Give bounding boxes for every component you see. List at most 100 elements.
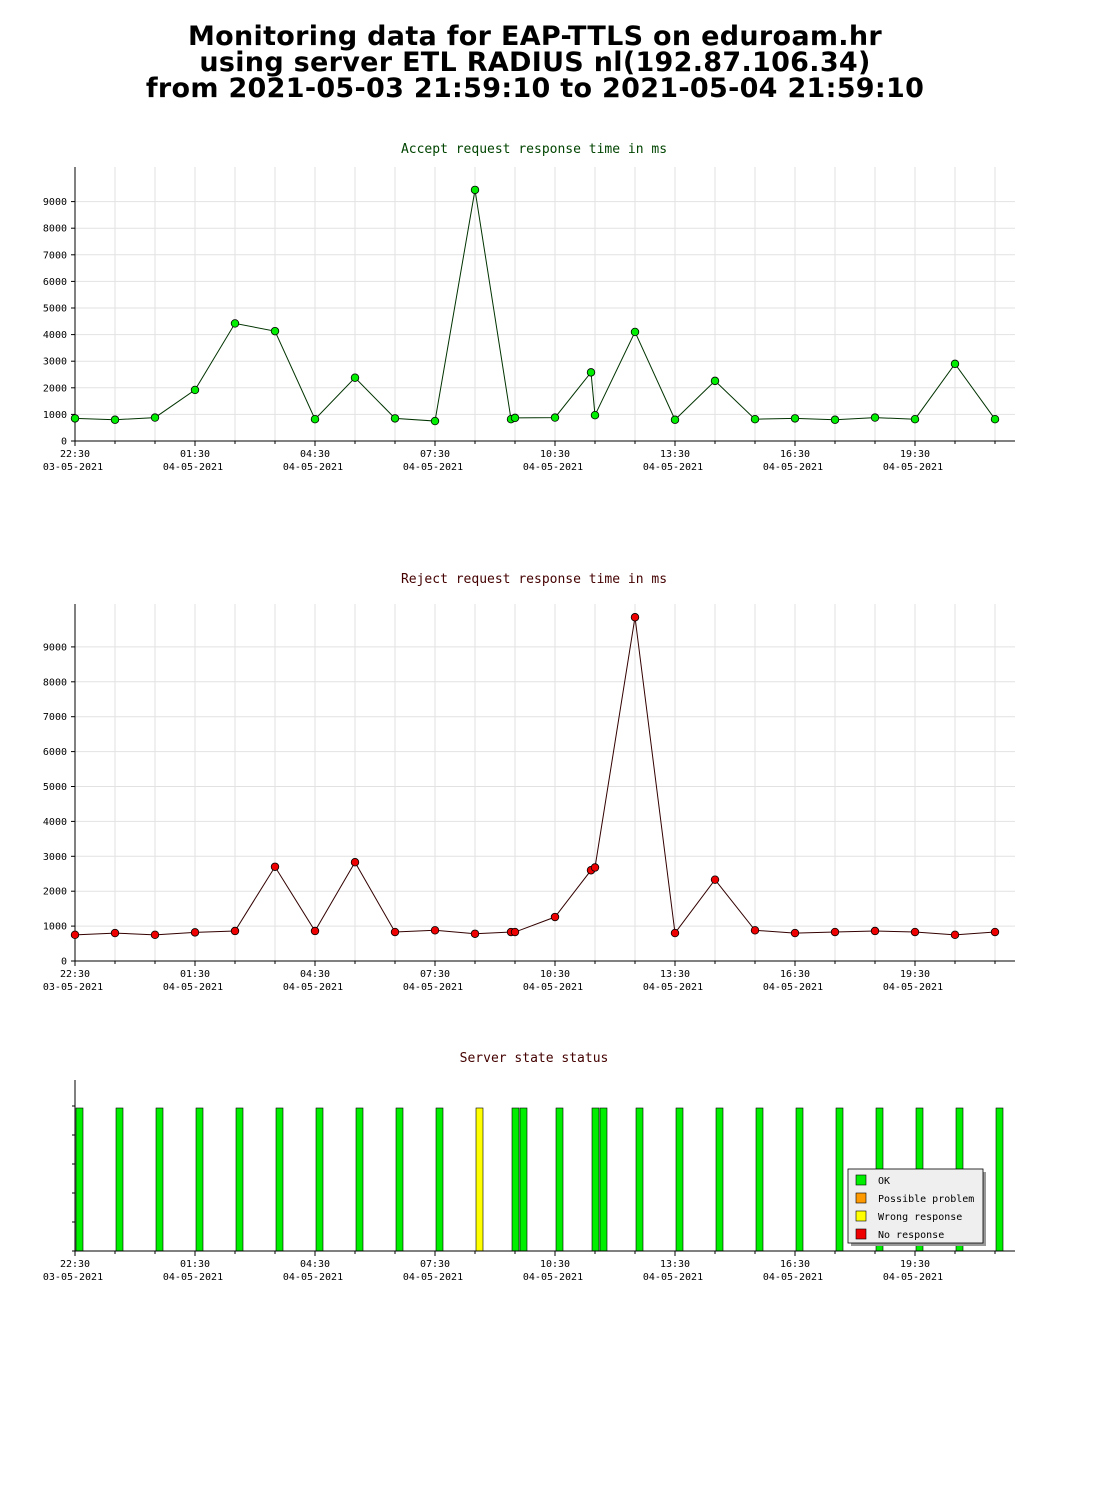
legend-swatch: [855, 1228, 867, 1240]
x-tick-label-time: 01:30: [180, 449, 210, 460]
x-tick-label-date: 04-05-2021: [643, 462, 703, 473]
data-point: [390, 927, 400, 937]
legend-box: [847, 1168, 984, 1244]
x-tick-label-time: 10:30: [540, 969, 570, 980]
data-point: [430, 926, 440, 935]
x-tick-label-time: 16:30: [780, 969, 810, 980]
data-point: [70, 930, 80, 940]
data-point: [590, 863, 600, 872]
y-tick-label: 2000: [43, 887, 67, 898]
y-tick-label: 9000: [43, 642, 67, 653]
status-bar: [195, 1107, 204, 1252]
x-tick-label-date: 04-05-2021: [283, 1272, 343, 1283]
x-tick-label-time: 19:30: [900, 1259, 930, 1270]
data-point: [950, 930, 960, 940]
data-point: [790, 414, 800, 423]
status-bar: [75, 1107, 84, 1252]
x-tick-label-date: 04-05-2021: [283, 462, 343, 473]
data-point: [550, 413, 560, 422]
y-tick-label: 1000: [43, 922, 67, 933]
x-tick-label-date: 03-05-2021: [43, 462, 103, 473]
x-tick-label-time: 22:30: [60, 969, 90, 980]
x-tick-label-time: 16:30: [780, 449, 810, 460]
data-point: [990, 927, 1000, 937]
status-bar: [115, 1107, 124, 1252]
x-tick-label-time: 22:30: [60, 1259, 90, 1270]
x-tick-label-time: 10:30: [540, 449, 570, 460]
status-bar: [599, 1107, 608, 1252]
x-tick-label-date: 04-05-2021: [403, 462, 463, 473]
data-point: [670, 928, 680, 938]
x-tick-label-time: 07:30: [420, 449, 450, 460]
legend-label: OK: [878, 1176, 890, 1187]
data-point: [910, 414, 920, 424]
x-tick-label-time: 16:30: [780, 1259, 810, 1270]
x-tick-label-date: 04-05-2021: [883, 982, 943, 993]
data-point: [870, 413, 880, 422]
data-point: [750, 414, 760, 424]
data-point: [150, 413, 160, 422]
data-point: [990, 414, 1000, 424]
status-bar: [591, 1107, 600, 1252]
series-line: [74, 617, 996, 936]
legend-label: No response: [878, 1230, 944, 1241]
y-tick-label: 5000: [43, 304, 67, 315]
y-tick-label: 3000: [43, 357, 67, 368]
y-tick-label: 6000: [43, 277, 67, 288]
x-tick-label-time: 13:30: [660, 449, 690, 460]
y-tick-label: 3000: [43, 852, 67, 863]
x-tick-label-date: 04-05-2021: [163, 1272, 223, 1283]
status-bar: [475, 1107, 484, 1252]
status-bar: [555, 1107, 564, 1252]
y-tick-label: 9000: [43, 197, 67, 208]
data-point: [830, 415, 840, 424]
data-point: [710, 376, 720, 386]
x-tick-label-time: 19:30: [900, 449, 930, 460]
data-point: [710, 875, 720, 884]
x-tick-label-date: 04-05-2021: [403, 1272, 463, 1283]
x-tick-label-time: 10:30: [540, 1259, 570, 1270]
y-tick-label: 7000: [43, 250, 67, 261]
server-status-chart: Server state status 22:30 03-05-2021 01:30 0…: [43, 1051, 1015, 1283]
status-bar: [355, 1107, 364, 1252]
y-tick-label: 8000: [43, 224, 67, 235]
x-tick-label-date: 04-05-2021: [163, 462, 223, 473]
x-tick-label-date: 04-05-2021: [763, 982, 823, 993]
x-tick-label-time: 01:30: [180, 1259, 210, 1270]
data-point: [230, 926, 240, 936]
status-bar: [315, 1107, 324, 1252]
data-point: [230, 319, 240, 328]
x-tick-label-date: 04-05-2021: [883, 1272, 943, 1283]
data-point: [350, 373, 360, 382]
status-bar: [995, 1107, 1004, 1252]
y-tick-label: 2000: [43, 383, 67, 394]
x-tick-label-date: 04-05-2021: [163, 982, 223, 993]
data-point: [630, 613, 640, 622]
data-point: [630, 327, 640, 337]
x-tick-label-date: 04-05-2021: [283, 982, 343, 993]
data-point: [590, 410, 600, 420]
x-tick-label-date: 04-05-2021: [643, 982, 703, 993]
chart-title: Accept request response time in ms: [401, 142, 667, 157]
status-bar: [675, 1107, 684, 1252]
status-bar: [235, 1107, 244, 1252]
data-point: [470, 185, 480, 195]
chart-title: Reject request response time in ms: [401, 572, 667, 587]
y-tick-label: 0: [61, 957, 67, 968]
x-tick-label-time: 07:30: [420, 1259, 450, 1270]
data-point: [750, 926, 760, 935]
x-tick-label-time: 13:30: [660, 1259, 690, 1270]
status-bar: [835, 1107, 844, 1252]
data-point: [790, 928, 800, 938]
data-point: [270, 326, 280, 336]
x-tick-label-time: 22:30: [60, 449, 90, 460]
y-tick-label: 1000: [43, 410, 67, 421]
y-tick-label: 6000: [43, 747, 67, 758]
title-line-3: from 2021-05-03 21:59:10 to 2021-05-04 2…: [145, 73, 925, 104]
status-bar: [395, 1107, 404, 1252]
data-point: [470, 929, 480, 938]
page-title: Monitoring data for EAP-TTLS on eduroam.…: [0, 23, 1070, 104]
x-tick-label-date: 04-05-2021: [523, 1272, 583, 1283]
y-tick-label: 4000: [43, 330, 67, 341]
y-tick-label: 8000: [43, 677, 67, 688]
